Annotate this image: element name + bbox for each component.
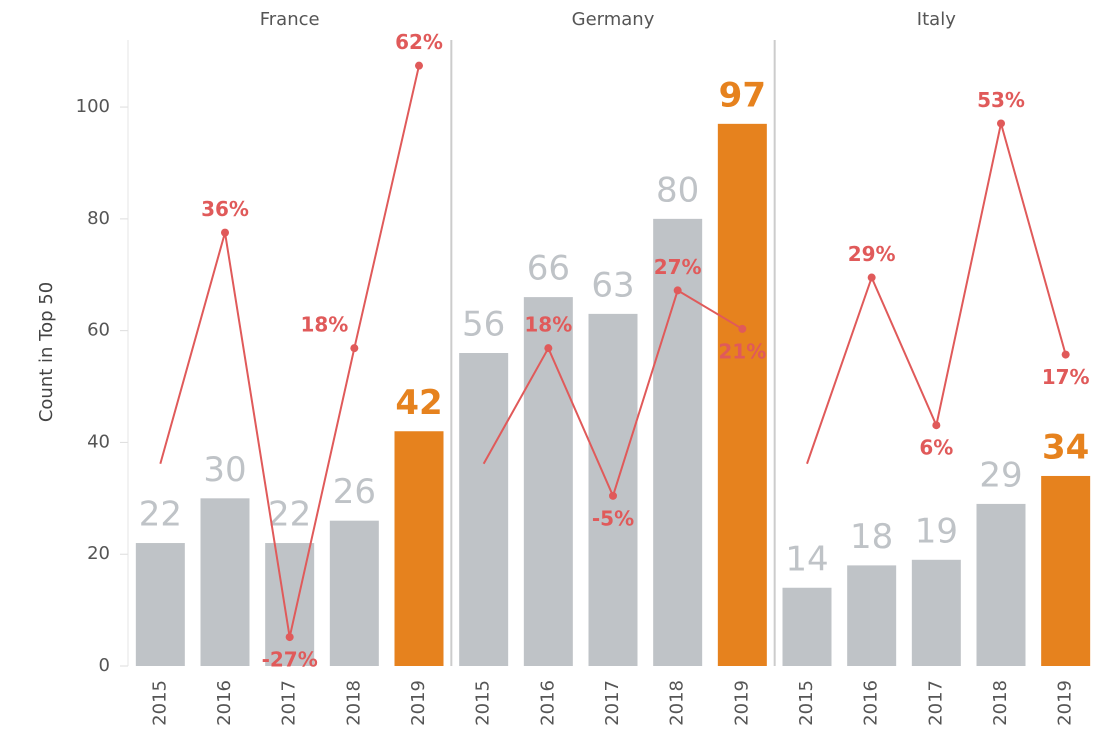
x-tick-label: 2018 <box>667 680 688 726</box>
bar <box>394 431 444 666</box>
x-tick-label: 2019 <box>731 680 752 726</box>
growth-label: 36% <box>201 197 249 221</box>
panel-title: Italy <box>917 9 956 30</box>
bar-value-label: 34 <box>1042 427 1089 467</box>
x-tick-label: 2016 <box>537 680 558 726</box>
bar <box>976 503 1026 666</box>
panel-title: France <box>260 9 320 30</box>
y-tick-label: 100 <box>76 96 110 117</box>
bar <box>329 520 379 666</box>
growth-marker <box>932 421 941 430</box>
growth-marker <box>350 344 359 353</box>
x-tick-label: 2017 <box>279 680 300 726</box>
y-tick-label: 80 <box>87 208 110 229</box>
bar-value-label: 42 <box>395 383 442 423</box>
bar-value-label: 14 <box>785 539 828 579</box>
bar <box>459 353 509 666</box>
growth-marker <box>221 228 229 237</box>
y-tick-label: 20 <box>87 543 110 564</box>
y-axis-title: Count in Top 50 <box>36 282 57 422</box>
bar-value-label: 22 <box>139 495 182 535</box>
x-tick-label: 2019 <box>1055 680 1076 726</box>
x-tick-label: 2017 <box>925 680 946 726</box>
y-tick-label: 60 <box>87 320 110 341</box>
x-tick-label: 2016 <box>214 680 235 726</box>
growth-marker <box>415 61 423 70</box>
growth-marker <box>867 273 876 282</box>
bar <box>588 313 638 666</box>
growth-marker <box>285 633 294 642</box>
growth-label: 17% <box>1042 365 1090 389</box>
y-tick-label: 0 <box>99 655 110 676</box>
growth-line <box>806 123 1067 465</box>
bar-value-label: 30 <box>203 450 246 490</box>
growth-label: 18% <box>524 313 572 337</box>
bar-value-label: 19 <box>915 511 958 551</box>
x-tick-label: 2018 <box>990 680 1011 726</box>
growth-label: -5% <box>592 506 634 530</box>
x-tick-label: 2018 <box>343 680 364 726</box>
growth-label: 27% <box>654 255 702 279</box>
bar <box>782 587 832 666</box>
bar <box>1041 475 1091 666</box>
y-tick-label: 40 <box>87 431 110 452</box>
growth-label: 29% <box>848 242 896 266</box>
growth-marker <box>609 491 617 500</box>
bar-value-label: 18 <box>850 517 893 557</box>
bar-value-label: 26 <box>333 472 376 512</box>
x-tick-label: 2015 <box>796 680 817 726</box>
bar <box>911 559 961 666</box>
bar-value-label: 56 <box>462 305 505 345</box>
bar-value-label: 66 <box>527 249 570 289</box>
bar <box>653 218 703 666</box>
x-tick-label: 2015 <box>473 680 494 726</box>
growth-marker <box>544 344 553 353</box>
bar <box>847 565 897 666</box>
x-tick-label: 2019 <box>408 680 429 726</box>
growth-label: 53% <box>977 88 1025 112</box>
bar <box>135 543 185 666</box>
bar-value-label: 80 <box>656 170 699 210</box>
bar-value-label: 29 <box>979 455 1022 495</box>
growth-marker <box>1061 350 1070 359</box>
x-tick-label: 2015 <box>149 680 170 726</box>
bar <box>717 123 767 666</box>
bar <box>523 297 573 666</box>
growth-label: 21% <box>718 339 766 363</box>
panel-title: Germany <box>572 9 655 30</box>
bar <box>200 498 250 666</box>
growth-label: 18% <box>300 313 348 337</box>
growth-marker <box>738 324 747 333</box>
growth-label: -27% <box>262 648 318 672</box>
x-tick-label: 2017 <box>602 680 623 726</box>
x-tick-label: 2016 <box>861 680 882 726</box>
bar-value-label: 63 <box>591 265 634 305</box>
growth-label: 62% <box>395 30 443 54</box>
growth-marker <box>997 119 1005 128</box>
growth-marker <box>673 286 682 295</box>
bar-value-label: 22 <box>268 495 311 535</box>
growth-label: 6% <box>919 436 953 460</box>
bar-value-label: 97 <box>719 75 766 115</box>
